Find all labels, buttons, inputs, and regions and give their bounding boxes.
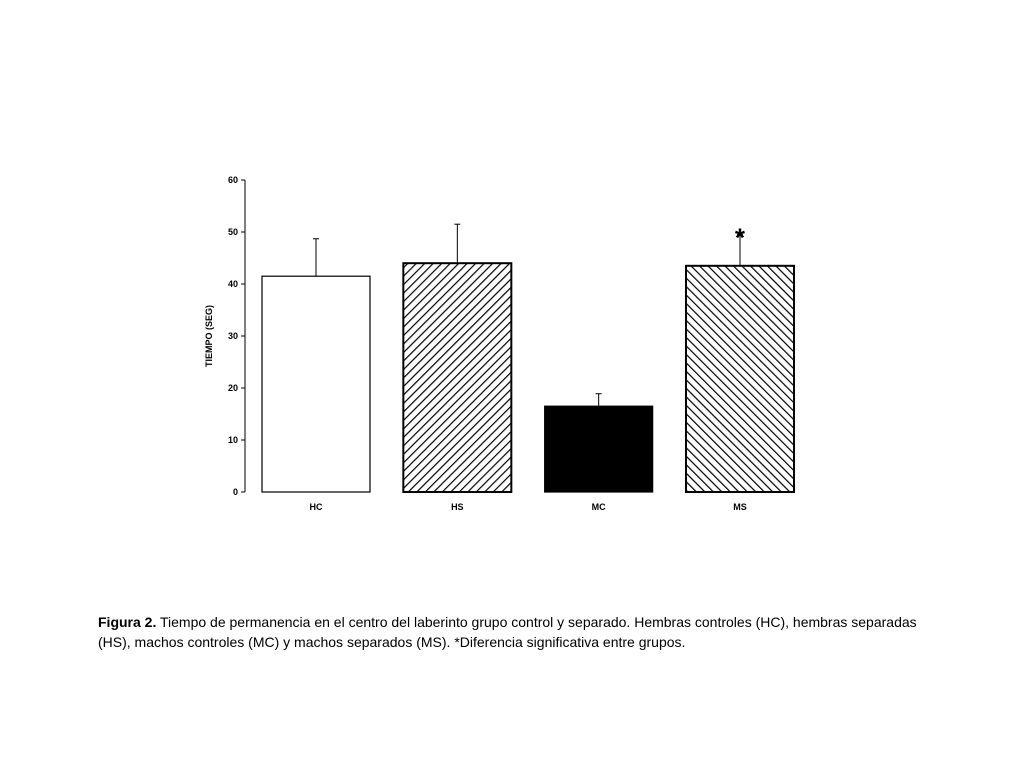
x-tick-label: MC (592, 502, 606, 512)
y-tick-label: 10 (228, 435, 238, 445)
significance-asterisk: * (735, 223, 746, 253)
figure-caption: Figura 2. Tiempo de permanencia en el ce… (98, 612, 928, 652)
bar-hs (402, 262, 513, 494)
bar-chart: 0 10 20 30 40 50 60 * HC HS MC MS TIEMPO (SEG) (204, 175, 795, 512)
y-tick-label: 30 (228, 331, 238, 341)
bar-hc (261, 275, 371, 493)
y-axis-title: TIEMPO (SEG) (204, 305, 214, 367)
x-tick-label: HS (451, 502, 464, 512)
bar-ms (684, 264, 795, 493)
y-tick-label: 20 (228, 383, 238, 393)
y-axis: 0 10 20 30 40 50 60 (228, 175, 246, 497)
caption-label: Figura 2. (98, 614, 157, 630)
x-axis-labels: HC HS MC MS (310, 502, 747, 512)
y-tick-label: 50 (228, 227, 238, 237)
y-tick-label: 0 (233, 487, 238, 497)
caption-text: Tiempo de permanencia en el centro del l… (98, 614, 917, 650)
bar-mc (544, 405, 654, 493)
error-bars: * (313, 223, 746, 407)
x-tick-label: MS (733, 502, 747, 512)
bars (261, 262, 795, 494)
y-tick-label: 40 (228, 279, 238, 289)
y-tick-label: 60 (228, 175, 238, 185)
x-tick-label: HC (310, 502, 323, 512)
